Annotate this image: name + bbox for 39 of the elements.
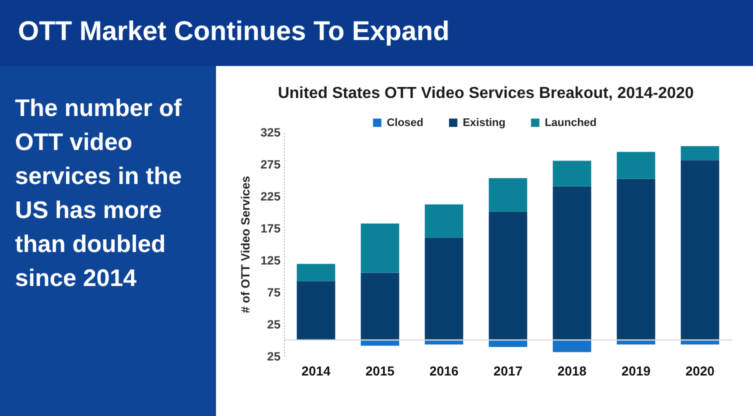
bar (616, 178, 656, 340)
bar (360, 340, 400, 346)
legend-label: Existing (462, 116, 506, 129)
bar (360, 272, 400, 340)
y-tick-label: 125 (260, 254, 281, 268)
bar (296, 281, 336, 340)
x-tick-label: 2015 (366, 364, 394, 378)
y-tick-label: 275 (260, 158, 281, 172)
bar (488, 212, 528, 340)
bar (296, 264, 336, 282)
y-tick-label: 25 (267, 318, 281, 332)
legend-label: Closed (386, 116, 424, 129)
y-tick-label: 225 (260, 190, 281, 204)
bar (424, 238, 464, 340)
chart-title: OTT Market Continues To Expand (18, 16, 450, 46)
bar (488, 178, 528, 212)
x-tick-label: 2017 (494, 364, 522, 378)
x-tick-label: 2019 (622, 364, 650, 378)
x-tick-label: 2016 (430, 364, 458, 378)
bar (360, 224, 400, 273)
bar (552, 160, 592, 186)
y-tick-label: 75 (267, 286, 281, 300)
y-tick-label: 175 (260, 222, 281, 236)
legend-label: Launched (544, 116, 597, 129)
y-axis-title: # of OTT Video Services (238, 176, 252, 314)
x-tick-label: 2014 (302, 364, 332, 378)
y-tick-label: 25 (267, 350, 281, 364)
text: The number of OTT video services in the US has more than doubled since 2014 (15, 95, 183, 292)
y-tick-label: 325 (260, 126, 281, 140)
bar (680, 160, 720, 340)
bar (552, 186, 592, 340)
x-tick-label: 2018 (558, 364, 586, 378)
x-tick-label: 2020 (686, 364, 714, 378)
chart-subtitle: United States OTT Video Services Breakout, 2014-2020 (278, 85, 694, 102)
bar (616, 152, 656, 179)
bar (680, 146, 720, 160)
bar (552, 340, 592, 352)
bar (488, 340, 528, 348)
bar (424, 204, 464, 238)
